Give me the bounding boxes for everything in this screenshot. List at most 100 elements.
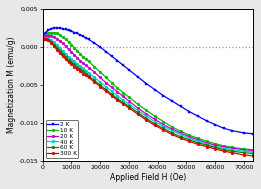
- 20 K: [79, 60, 82, 62]
- 40 K: [242, 150, 246, 152]
- 20 K: [196, 139, 199, 141]
- 300 K: [196, 143, 199, 146]
- 60 K: [81, 70, 85, 72]
- 40 K: [110, 90, 113, 92]
- 2 K: [64, 28, 67, 31]
- 60 K: [76, 66, 79, 68]
- 2 K: [84, 37, 87, 39]
- 40 K: [55, 44, 58, 46]
- 10 K: [188, 134, 191, 136]
- 2 K: [44, 31, 47, 34]
- 300 K: [145, 119, 148, 121]
- 40 K: [70, 58, 73, 60]
- 60 K: [58, 50, 61, 52]
- 2 K: [47, 29, 50, 31]
- 2 K: [87, 38, 90, 40]
- 20 K: [127, 100, 130, 102]
- 2 K: [50, 28, 53, 30]
- 40 K: [116, 94, 119, 97]
- 20 K: [93, 71, 96, 73]
- 20 K: [110, 86, 113, 88]
- 2 K: [242, 132, 246, 134]
- 60 K: [188, 139, 191, 141]
- 10 K: [231, 146, 234, 149]
- 60 K: [170, 132, 174, 134]
- 10 K: [50, 31, 53, 34]
- 60 K: [55, 47, 58, 49]
- 10 K: [242, 148, 246, 150]
- 60 K: [44, 37, 47, 40]
- 10 K: [55, 32, 58, 34]
- 300 K: [188, 140, 191, 143]
- 300 K: [87, 76, 90, 79]
- 10 K: [67, 40, 70, 43]
- 60 K: [179, 136, 182, 138]
- 300 K: [67, 61, 70, 63]
- 300 K: [99, 85, 102, 88]
- Line: 20 K: 20 K: [43, 34, 254, 152]
- X-axis label: Applied Field H (Oe): Applied Field H (Oe): [110, 173, 186, 182]
- 10 K: [110, 82, 113, 84]
- 40 K: [222, 147, 226, 149]
- 20 K: [179, 132, 182, 134]
- 20 K: [67, 48, 70, 50]
- 60 K: [122, 101, 125, 104]
- 20 K: [136, 107, 139, 109]
- 60 K: [196, 142, 199, 144]
- Y-axis label: Magnetization M (emu/g): Magnetization M (emu/g): [7, 37, 16, 133]
- 300 K: [162, 129, 165, 131]
- 20 K: [162, 123, 165, 126]
- 60 K: [50, 40, 53, 43]
- 2 K: [110, 55, 113, 57]
- 2 K: [61, 28, 64, 30]
- 300 K: [127, 107, 130, 109]
- 20 K: [64, 45, 67, 47]
- 60 K: [214, 146, 217, 149]
- 10 K: [205, 140, 208, 143]
- 40 K: [76, 63, 79, 65]
- 20 K: [104, 82, 108, 84]
- 60 K: [222, 149, 226, 151]
- 2 K: [43, 33, 46, 35]
- 2 K: [196, 115, 199, 117]
- 10 K: [73, 47, 76, 49]
- 10 K: [122, 91, 125, 94]
- 40 K: [99, 81, 102, 83]
- 10 K: [70, 44, 73, 46]
- 40 K: [145, 115, 148, 117]
- 60 K: [64, 56, 67, 58]
- 10 K: [79, 53, 82, 55]
- 60 K: [205, 144, 208, 146]
- 10 K: [162, 120, 165, 123]
- 300 K: [93, 81, 96, 83]
- 60 K: [87, 75, 90, 77]
- 300 K: [214, 148, 217, 150]
- 20 K: [145, 113, 148, 115]
- 20 K: [61, 42, 64, 44]
- 2 K: [79, 34, 82, 36]
- 40 K: [64, 53, 67, 55]
- 60 K: [127, 105, 130, 108]
- 60 K: [61, 53, 64, 55]
- 300 K: [104, 90, 108, 92]
- 20 K: [153, 118, 156, 120]
- 60 K: [67, 59, 70, 61]
- 40 K: [52, 41, 56, 43]
- 20 K: [52, 36, 56, 38]
- 60 K: [153, 123, 156, 125]
- 60 K: [231, 150, 234, 152]
- 300 K: [76, 68, 79, 70]
- 20 K: [70, 51, 73, 53]
- 300 K: [44, 37, 47, 40]
- 300 K: [79, 70, 82, 72]
- 60 K: [70, 61, 73, 63]
- 10 K: [87, 60, 90, 63]
- 60 K: [242, 152, 246, 154]
- 20 K: [205, 142, 208, 144]
- 300 K: [242, 154, 246, 156]
- 20 K: [242, 149, 246, 151]
- 60 K: [145, 117, 148, 120]
- 2 K: [179, 105, 182, 108]
- 2 K: [52, 27, 56, 29]
- 300 K: [170, 133, 174, 136]
